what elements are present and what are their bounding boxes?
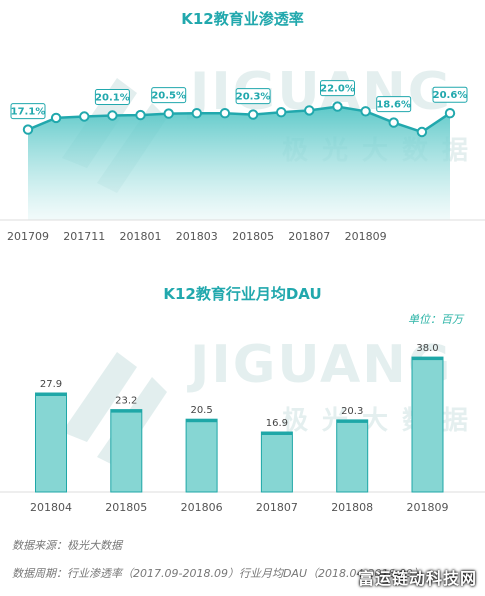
- bar-x-tick-label: 201809: [407, 501, 449, 514]
- dau-value-label: 23.2: [115, 396, 137, 407]
- line-chart-title: K12教育业渗透率: [181, 10, 304, 28]
- bar-chart-title: K12教育行业月均DAU: [163, 285, 322, 303]
- penetration-data-label: 17.1%: [10, 103, 46, 120]
- dau-bar: [260, 431, 293, 493]
- svg-text:18.6%: 18.6%: [376, 100, 411, 111]
- svg-text:20.1%: 20.1%: [95, 93, 130, 104]
- penetration-point: [163, 108, 174, 119]
- penetration-data-label: 20.6%: [432, 86, 468, 103]
- dau-bar: [336, 419, 369, 493]
- penetration-data-label: 20.1%: [94, 89, 130, 105]
- line-x-tick-label: 201709: [7, 230, 49, 243]
- bar-chart-unit: 单位：百万: [408, 313, 463, 326]
- penetration-area-fill: [28, 106, 450, 220]
- bar-x-tick-label: 201805: [105, 501, 147, 514]
- bar-x-tick-label: 201808: [331, 501, 373, 514]
- penetration-point: [388, 117, 399, 128]
- penetration-data-label: 22.0%: [320, 80, 355, 97]
- penetration-point: [135, 109, 146, 121]
- penetration-point: [79, 111, 90, 122]
- bar-x-tick-label: 201806: [181, 501, 223, 514]
- dau-value-label: 27.9: [40, 379, 62, 390]
- penetration-point: [332, 101, 343, 112]
- penetration-data-label: 18.6%: [376, 96, 412, 113]
- line-x-tick-label: 201807: [288, 230, 330, 243]
- dau-bar-cap: [336, 419, 368, 423]
- watermark-brand-bottom: JIGUANG: [190, 335, 453, 395]
- corner-watermark: 富运链动科技网: [357, 569, 477, 588]
- line-x-tick-label: 201711: [63, 230, 105, 243]
- dau-value-label: 38.0: [416, 343, 438, 354]
- svg-text:20.6%: 20.6%: [433, 90, 468, 101]
- penetration-point: [22, 124, 34, 135]
- dau-value-label: 20.3: [341, 406, 363, 417]
- dau-bar-cap: [261, 432, 293, 435]
- line-x-tick-label: 201809: [345, 230, 387, 243]
- penetration-point: [191, 108, 203, 119]
- data-period-note: 数据周期：行业渗透率（2017.09-2018.09）行业月均DAU（2018.…: [12, 567, 424, 580]
- dau-value-label: 20.5: [190, 405, 212, 416]
- penetration-point: [360, 106, 371, 117]
- penetration-point: [219, 108, 231, 119]
- dau-bar: [185, 418, 218, 493]
- dau-bar-chart: 27.9 201804 23.2 201805 20.5 201806 16.9 201807…: [0, 343, 485, 514]
- svg-text:20.3%: 20.3%: [236, 92, 271, 103]
- penetration-point: [50, 112, 62, 124]
- dau-bar: [35, 392, 67, 493]
- penetration-point: [416, 126, 428, 138]
- dau-bar-cap: [186, 419, 218, 423]
- penetration-point: [107, 110, 118, 121]
- dau-bar-cap: [35, 393, 67, 396]
- penetration-point: [304, 105, 315, 116]
- bar-x-tick-label: 201807: [256, 501, 298, 514]
- dau-bar-cap: [110, 409, 142, 413]
- svg-text:20.5%: 20.5%: [151, 91, 186, 102]
- dau-bar: [110, 409, 143, 493]
- penetration-series-line: [27, 105, 451, 134]
- penetration-data-label: 20.3%: [235, 88, 271, 105]
- svg-text:17.1%: 17.1%: [11, 107, 46, 118]
- penetration-point: [444, 108, 456, 119]
- penetration-point: [276, 107, 287, 118]
- line-x-tick-label: 201801: [120, 230, 162, 243]
- svg-text:22.0%: 22.0%: [320, 84, 355, 95]
- dau-bar: [411, 356, 444, 493]
- data-source-note: 数据来源：极光大数据: [12, 539, 122, 552]
- bar-x-tick-label: 201804: [30, 501, 72, 514]
- penetration-point: [247, 109, 259, 120]
- line-x-tick-label: 201805: [232, 230, 274, 243]
- penetration-data-label: 20.5%: [151, 87, 187, 104]
- line-x-tick-label: 201803: [176, 230, 218, 243]
- dau-value-label: 16.9: [266, 418, 288, 429]
- dau-bar-cap: [412, 357, 443, 361]
- penetration-line-chart: 17.1% 20.1% 20.5% 20.3% 22.0% 18.6% 20.6% 2017…: [0, 80, 485, 243]
